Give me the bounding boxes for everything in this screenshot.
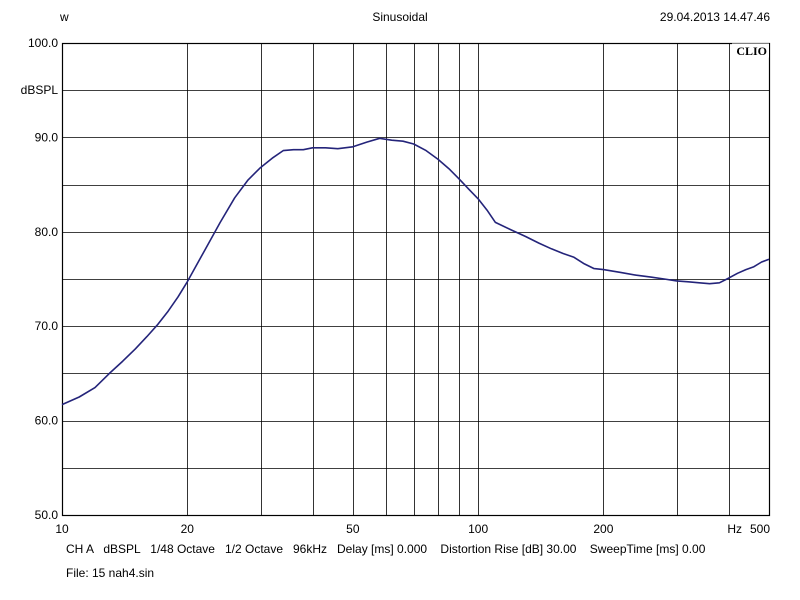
measurement-settings: CH A dBSPL 1/48 Octave 1/2 Octave 96kHz … <box>66 542 706 556</box>
chart-title: Sinusoidal <box>372 10 428 24</box>
y-tick-label: 80.0 <box>35 225 59 239</box>
y-tick-label: 100.0 <box>28 36 58 50</box>
y-tick-label: 70.0 <box>35 319 59 333</box>
channel-label: w <box>60 10 69 24</box>
y-tick-label: 60.0 <box>35 414 59 428</box>
x-tick-label: 500 <box>750 522 770 536</box>
x-axis-label: Hz <box>727 522 742 536</box>
x-tick-label: 100 <box>468 522 488 536</box>
file-name: File: 15 nah4.sin <box>66 566 155 580</box>
y-tick-label: 50.0 <box>35 508 59 522</box>
x-tick-label: 200 <box>593 522 613 536</box>
y-tick-label: 90.0 <box>35 130 59 144</box>
plot-frame <box>61 42 771 517</box>
timestamp: 29.04.2013 14.47.46 <box>659 10 770 24</box>
x-tick-label: 20 <box>181 522 195 536</box>
brand-box <box>732 43 769 58</box>
x-tick-label: 50 <box>346 522 360 536</box>
response-curve <box>61 137 770 406</box>
brand-logo: CLIO <box>736 44 767 58</box>
y-axis-label: dBSPL <box>21 83 59 97</box>
x-tick-label: 10 <box>55 522 69 536</box>
